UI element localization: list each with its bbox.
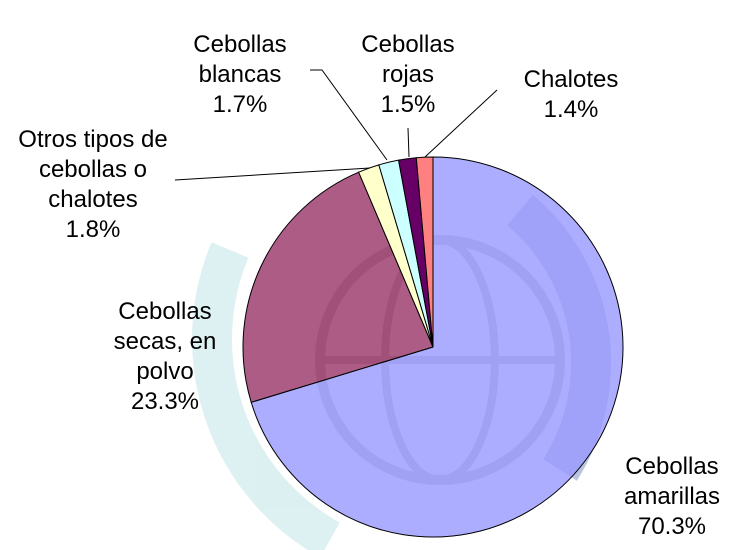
pie-slice [250, 156, 624, 538]
value-label: 1.7% [212, 91, 268, 118]
pie [242, 156, 624, 538]
slice-label: Otros tipos de cebollas o chalotes 1.8% [8, 125, 178, 245]
pie-slice [415, 156, 434, 348]
slice-label: Cebollas blancas 1.7% [170, 30, 310, 120]
slice-label: Cebollas amarillas 70.3% [607, 452, 731, 542]
slice-label: Cebollas rojas 1.5% [348, 30, 468, 120]
category-label: Cebollas blancas [193, 31, 287, 88]
value-label: 1.8% [65, 216, 121, 243]
category-label: Cebollas rojas [361, 31, 455, 88]
category-label: Cebollas secas, en polvo [113, 298, 217, 385]
value-label: 1.5% [380, 91, 436, 118]
category-label: Otros tipos de cebollas o chalotes [18, 126, 168, 213]
value-label: 70.3% [637, 513, 707, 540]
value-label: 23.3% [130, 388, 200, 415]
category-label: Chalotes [523, 66, 619, 93]
slice-label: Chalotes 1.4% [511, 65, 631, 125]
pie-slice [242, 171, 434, 403]
value-label: 1.4% [543, 96, 599, 123]
category-label: Cebollas amarillas [623, 453, 721, 510]
leader-lines [174, 69, 498, 181]
slice-label: Cebollas secas, en polvo 23.3% [95, 297, 235, 417]
